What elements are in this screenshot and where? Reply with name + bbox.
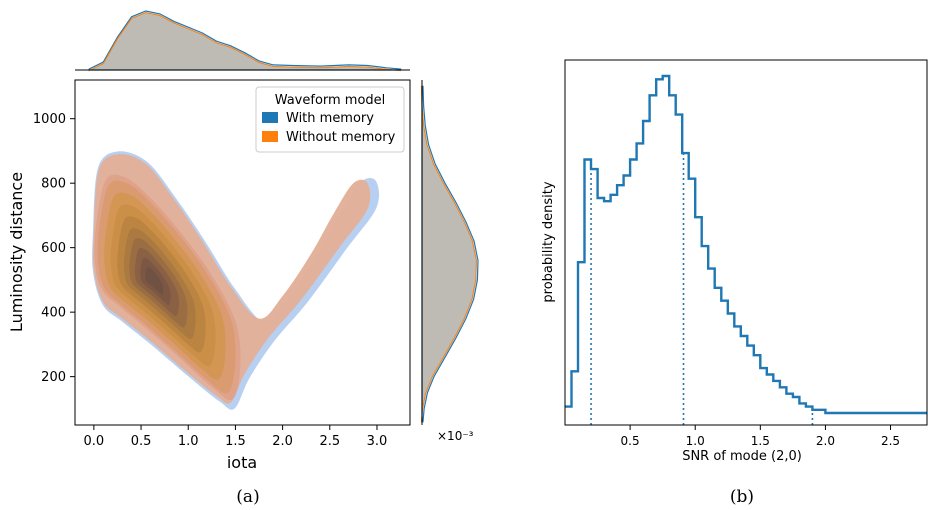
main-axes-frame <box>74 79 411 426</box>
main-y-tick-label: 1000 <box>33 112 66 127</box>
hist-x-axis-label: SNR of mode (2,0) <box>682 449 802 464</box>
legend-swatch-with-memory <box>262 112 278 123</box>
histogram-panel: 0.5 1.0 1.5 2.0 2.5 SNR of mode (2,0) probab… <box>541 59 928 507</box>
hist-x-ticks: 0.5 1.0 1.5 2.0 2.5 <box>621 425 900 448</box>
main-x-tick-label: 1.0 <box>178 434 199 449</box>
hist-y-axis-label: probability density <box>541 181 556 302</box>
hist-x-tick-label: 1.5 <box>751 434 770 448</box>
legend-label-without-memory: Without memory <box>286 130 396 145</box>
main-y-ticks: 200 400 600 800 1000 <box>33 112 75 385</box>
main-x-tick-label: 0.5 <box>131 434 152 449</box>
x-marginal-fill <box>89 12 401 70</box>
joint-kde-panel: ×10⁻³ 0.0 0.5 1.0 1.5 2.0 2.5 3.0 200 400 600 800… <box>7 10 479 507</box>
main-y-tick-label: 600 <box>41 241 66 256</box>
contour-level-11 <box>145 266 164 295</box>
main-y-tick-label: 200 <box>41 370 66 385</box>
legend-swatch-without-memory <box>262 131 278 142</box>
hist-x-tick-label: 2.5 <box>881 434 900 448</box>
main-x-tick-label: 0.0 <box>84 434 105 449</box>
x-marginal-without-memory-line <box>88 12 402 72</box>
main-x-tick-label: 1.5 <box>225 434 246 449</box>
legend-title: Waveform model <box>275 93 386 108</box>
main-x-tick-label: 2.0 <box>272 434 293 449</box>
caption-b: (b) <box>730 487 754 507</box>
main-x-tick-label: 2.5 <box>319 434 340 449</box>
x-marginal-with-memory-line <box>88 10 402 71</box>
caption-a: (a) <box>236 487 259 507</box>
x-marginal-density <box>88 10 402 72</box>
legend-label-with-memory: With memory <box>286 111 374 126</box>
y-marginal-without-memory-line <box>420 85 477 423</box>
main-y-tick-label: 400 <box>41 306 66 321</box>
y-marginal-with-memory-line <box>421 85 479 423</box>
marginal-offset-label: ×10⁻³ <box>437 429 474 443</box>
main-x-tick-label: 3.0 <box>367 434 388 449</box>
legend-frame <box>255 86 405 153</box>
kde-contours <box>92 151 380 410</box>
hist-axes-frame <box>564 59 928 426</box>
legend: Waveform model With memory Without memor… <box>255 86 405 153</box>
main-x-axis-label: iota <box>227 453 257 472</box>
hist-x-tick-label: 0.5 <box>621 434 640 448</box>
hist-x-tick-label: 1.0 <box>686 434 705 448</box>
hist-x-tick-label: 2.0 <box>816 434 835 448</box>
y-marginal-density <box>420 85 479 423</box>
main-y-tick-label: 800 <box>41 177 66 192</box>
histogram-step <box>565 74 927 415</box>
main-x-ticks: 0.0 0.5 1.0 1.5 2.0 2.5 3.0 <box>84 425 388 449</box>
main-y-axis-label: Luminosity distance <box>7 172 26 332</box>
y-marginal-fill <box>422 86 477 422</box>
